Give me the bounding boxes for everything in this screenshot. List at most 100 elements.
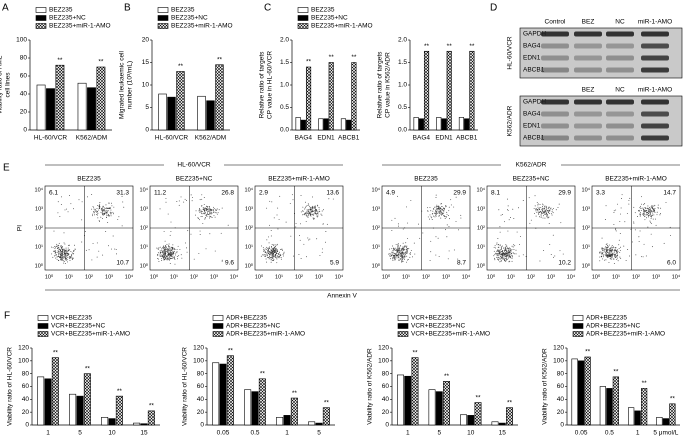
event-dot <box>163 246 164 248</box>
event-dot <box>206 209 208 211</box>
event-dot <box>268 257 269 258</box>
blot-band <box>641 111 669 117</box>
event-dot <box>218 209 220 211</box>
event-dot <box>499 261 501 263</box>
event-dot <box>653 214 655 216</box>
event-dot <box>204 207 206 209</box>
event-dot <box>96 256 98 258</box>
event-dot <box>304 208 306 210</box>
blot-band <box>641 99 669 105</box>
event-dot <box>268 251 270 253</box>
event-dot <box>611 255 613 257</box>
event-dot <box>170 251 172 253</box>
event-dot <box>390 258 392 260</box>
event-dot <box>272 252 274 254</box>
event-dot <box>441 213 443 214</box>
event-dot <box>173 251 175 253</box>
bar <box>640 388 648 426</box>
event-dot <box>500 246 502 248</box>
event-dot <box>321 248 323 250</box>
event-dot <box>58 256 60 257</box>
event-dot <box>397 254 399 256</box>
quadrant-value: 5.9 <box>330 260 339 267</box>
event-dot <box>608 262 610 263</box>
event-dot <box>81 219 83 221</box>
event-dot <box>608 251 610 253</box>
event-dot <box>508 256 510 258</box>
x-tick-label: 10¹ <box>612 274 620 280</box>
event-dot <box>649 206 650 208</box>
event-dot <box>402 242 404 244</box>
event-dot <box>168 259 170 261</box>
event-dot <box>501 255 503 257</box>
event-dot <box>156 247 158 249</box>
event-dot <box>276 262 278 264</box>
event-dot <box>411 256 413 258</box>
plot-title: BEZ235+miR-1-AMO <box>268 176 330 183</box>
event-dot <box>509 247 510 249</box>
event-dot <box>619 233 621 235</box>
event-dot <box>197 217 199 219</box>
event-dot <box>62 257 64 259</box>
event-dot <box>78 199 80 201</box>
event-dot <box>460 217 462 219</box>
event-dot <box>607 247 609 248</box>
event-dot <box>612 255 614 257</box>
event-dot <box>453 206 455 208</box>
event-dot <box>163 251 165 253</box>
event-dot <box>210 209 212 211</box>
event-dot <box>81 201 83 203</box>
event-dot <box>431 217 433 219</box>
y-axis-label: Viability ratio of HL-60/VCR <box>182 347 189 426</box>
event-dot <box>509 251 511 253</box>
event-dot <box>644 219 646 221</box>
event-dot <box>59 250 61 252</box>
event-dot <box>70 256 72 258</box>
x-tick-label: 10² <box>422 274 430 280</box>
event-dot <box>549 209 551 211</box>
event-dot <box>172 248 174 250</box>
event-dot <box>615 247 617 249</box>
event-dot <box>542 210 544 212</box>
event-dot <box>67 256 69 258</box>
event-dot <box>305 205 307 207</box>
event-dot <box>615 230 617 232</box>
event-dot <box>400 255 402 257</box>
event-dot <box>446 224 448 226</box>
event-dot <box>630 228 632 230</box>
event-dot <box>318 207 320 209</box>
y-axis-label: cell lines <box>5 72 12 98</box>
event-dot <box>214 250 216 252</box>
event-dot <box>514 253 516 255</box>
event-dot <box>69 258 71 259</box>
event-dot <box>509 251 511 253</box>
event-dot <box>191 196 193 198</box>
event-dot <box>401 257 403 259</box>
event-dot <box>164 254 166 256</box>
bar <box>96 66 106 131</box>
event-dot <box>283 251 285 253</box>
significance-label: ** <box>57 57 63 64</box>
event-dot <box>69 255 71 257</box>
event-dot <box>265 254 266 256</box>
event-dot <box>394 247 396 249</box>
event-dot <box>543 211 545 213</box>
event-dot <box>58 247 60 249</box>
event-dot <box>393 252 394 254</box>
bar <box>115 395 123 426</box>
event-dot <box>64 249 66 251</box>
event-dot <box>61 255 63 257</box>
event-dot <box>512 252 514 254</box>
event-dot <box>159 246 161 248</box>
y-tick-label: 0 <box>25 422 29 429</box>
event-dot <box>160 255 162 257</box>
event-dot <box>290 235 292 237</box>
event-dot <box>221 207 223 209</box>
event-dot <box>163 252 165 254</box>
event-dot <box>647 212 649 214</box>
event-dot <box>512 246 514 248</box>
event-dot <box>103 213 105 215</box>
y-tick-label: 60 <box>382 383 390 390</box>
event-dot <box>310 215 312 217</box>
event-dot <box>535 209 537 211</box>
